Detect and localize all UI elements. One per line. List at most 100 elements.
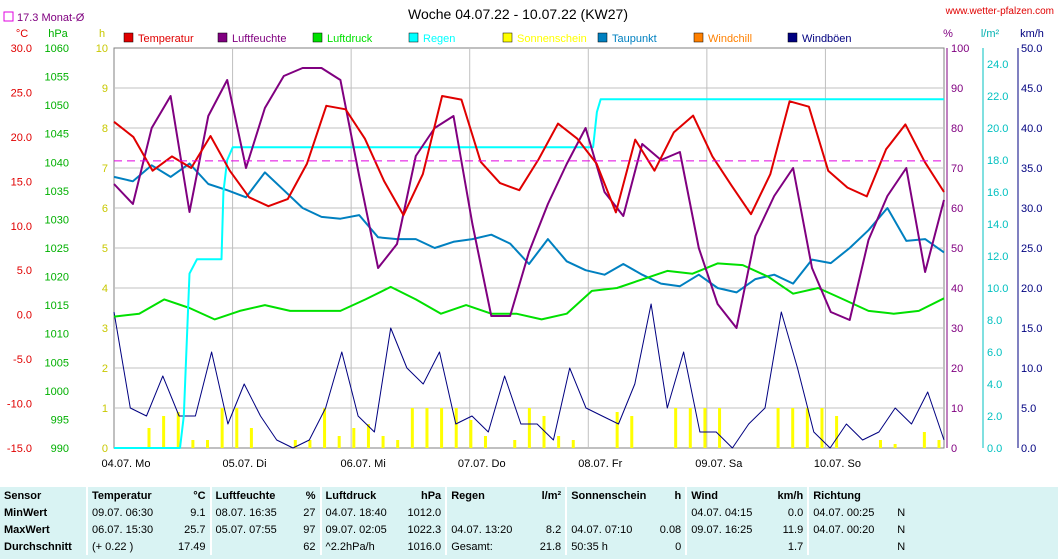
hdr-pressure-unit: hPa: [421, 489, 442, 502]
sunshine-bar: [249, 428, 253, 448]
sunshine-bar: [235, 408, 239, 448]
cell: 97: [303, 523, 316, 536]
tick-label-pressure: 995: [51, 414, 69, 426]
tick-label-sun: 1: [102, 403, 108, 415]
tick-label-pressure: 1060: [45, 43, 69, 55]
tick-label-rain: 6.0: [987, 347, 1002, 359]
sunshine-bar: [366, 424, 370, 448]
unit-sun: h: [99, 28, 105, 40]
legend-label: Windböen: [802, 33, 852, 45]
tick-label-hum: 50: [951, 243, 963, 255]
tick-label-rain: 24.0: [987, 59, 1008, 71]
sunshine-bar: [615, 412, 619, 448]
cell: 1022.3: [407, 523, 442, 536]
cell: 1012.0: [407, 506, 442, 519]
cell: 21.8: [539, 540, 562, 553]
tick-label-wind: 45.0: [1021, 83, 1042, 95]
cell: N: [897, 506, 906, 519]
tick-label-rain: 10.0: [987, 283, 1008, 295]
legend-swatch: [693, 32, 704, 43]
x-label: 07.07. Do: [458, 458, 506, 470]
stats-header-row: Sensor Temperatur °C Luftfeuchte % Luftd…: [0, 487, 927, 504]
tick-label-pressure: 1010: [45, 329, 69, 341]
hdr-sensor: Sensor: [4, 489, 42, 502]
hdr-wind-unit: km/h: [777, 489, 804, 502]
sunshine-bar: [718, 408, 722, 448]
legend-swatch: [597, 32, 608, 43]
sunshine-bar: [206, 440, 210, 448]
sunshine-bar: [352, 428, 356, 448]
chart-title: Woche 04.07.22 - 10.07.22 (KW27): [408, 6, 628, 22]
tick-label-wind: 15.0: [1021, 323, 1042, 335]
tick-label-wind: 30.0: [1021, 203, 1042, 215]
tick-label-rain: 22.0: [987, 91, 1008, 103]
tick-label-pressure: 990: [51, 443, 69, 455]
cell: 1.7: [787, 540, 804, 553]
sunshine-bar: [396, 440, 400, 448]
unit-hum: %: [943, 28, 953, 40]
tick-label-sun: 2: [102, 363, 108, 375]
tick-label-rain: 4.0: [987, 379, 1002, 391]
x-label: 08.07. Fr: [578, 458, 622, 470]
hdr-rain-unit: l/m²: [541, 489, 562, 502]
sunshine-bar: [469, 420, 473, 448]
legend-label: Taupunkt: [612, 33, 657, 45]
rain-line: [114, 98, 944, 449]
hdr-wind: Wind: [685, 487, 770, 504]
tick-label-sun: 4: [102, 283, 108, 295]
cell: 25.7: [184, 523, 206, 536]
hdr-sun: Sonnenschein: [565, 487, 652, 504]
stats-row-min: MinWert 09.07. 06:30 9.1 08.07. 16:35 27…: [0, 504, 927, 521]
tick-label-rain: 0.0: [987, 443, 1002, 455]
x-label: 04.07. Mo: [102, 458, 151, 470]
unit-pressure: hPa: [48, 28, 68, 40]
tick-label-wind: 50.0: [1021, 43, 1042, 55]
sunshine-bar: [893, 444, 897, 448]
tick-label-rain: 2.0: [987, 411, 1002, 423]
cell: 09.07. 02:05: [319, 521, 404, 538]
cell: [651, 504, 686, 521]
tick-label-hum: 90: [951, 83, 963, 95]
tick-label-rain: 12.0: [987, 251, 1008, 263]
sunshine-bars: [147, 408, 941, 448]
sunshine-bar: [791, 408, 795, 448]
cell: Gesamt:: [445, 538, 530, 555]
tick-label-sun: 7: [102, 163, 108, 175]
cell: 0.08: [659, 523, 682, 536]
tick-label-hum: 80: [951, 123, 963, 135]
cell: [529, 504, 566, 521]
cell: [445, 504, 530, 521]
cell: 04.07. 18:40: [319, 504, 404, 521]
hdr-dir: Richtung: [807, 487, 894, 504]
sunshine-bar: [323, 408, 327, 448]
row-label: MinWert: [4, 506, 48, 519]
cell: 62: [303, 540, 316, 553]
cell: 1016.0: [407, 540, 442, 553]
tick-label-hum: 100: [951, 43, 969, 55]
x-label: 09.07. Sa: [695, 458, 743, 470]
tick-label-temp: 25.0: [11, 87, 32, 99]
sunshine-bar: [425, 408, 429, 448]
cell: 27: [303, 506, 316, 519]
sunshine-bar: [542, 416, 546, 448]
cell: 09.07. 16:25: [685, 521, 770, 538]
tick-label-wind: 25.0: [1021, 243, 1042, 255]
gust-line: [113, 303, 945, 449]
cell: 06.07. 15:30: [86, 521, 174, 538]
sunshine-bar: [922, 432, 926, 448]
legend-label: Windchill: [708, 33, 752, 45]
sunshine-bar: [293, 440, 297, 448]
sunshine-bar: [454, 408, 458, 448]
tick-label-wind: 40.0: [1021, 123, 1042, 135]
hdr-sun-unit: h: [674, 489, 682, 502]
tick-label-hum: 40: [951, 283, 963, 295]
stats-row-avg: Durchschnitt (+ 0.22 ) 17.49 62 ^2.2hPa/…: [0, 538, 927, 555]
unit-rain: l/m²: [981, 28, 1000, 40]
tick-label-pressure: 1050: [45, 100, 69, 112]
tick-label-pressure: 1005: [45, 357, 69, 369]
tick-label-sun: 3: [102, 323, 108, 335]
cell: 08.07. 16:35: [209, 504, 298, 521]
tick-label-wind: 10.0: [1021, 363, 1042, 375]
tick-label-wind: 0.0: [1021, 443, 1036, 455]
legend-swatch: [312, 32, 323, 43]
